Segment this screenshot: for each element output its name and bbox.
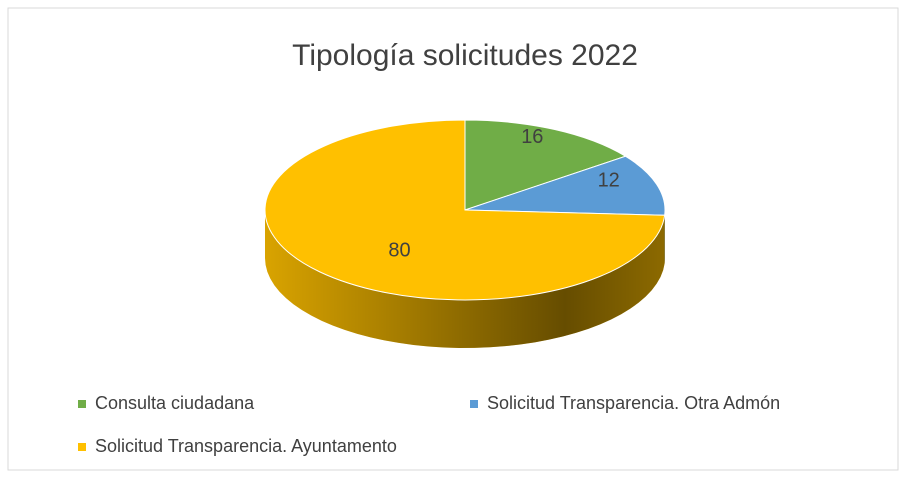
slice bbox=[464, 119, 627, 211]
legend: Consulta ciudadana Solicitud Transparenci… bbox=[78, 393, 780, 456]
slice-side-shade bbox=[265, 210, 665, 348]
data-label: 12 bbox=[598, 170, 620, 192]
chart-title: Tipología solicitudes 2022 bbox=[292, 39, 638, 72]
legend-label: Solicitud Transparencia. Otra Admón bbox=[487, 393, 780, 413]
legend-label: Consulta ciudadana bbox=[95, 393, 255, 413]
legend-swatch bbox=[78, 400, 86, 408]
pie: 16 12 80 bbox=[264, 119, 666, 348]
slice bbox=[464, 155, 666, 216]
slice bbox=[264, 119, 666, 301]
legend-swatch bbox=[470, 400, 478, 408]
legend-swatch bbox=[78, 443, 86, 451]
legend-label: Solicitud Transparencia. Ayuntamento bbox=[95, 436, 397, 456]
data-label: 80 bbox=[388, 240, 410, 262]
data-label: 16 bbox=[521, 126, 543, 148]
